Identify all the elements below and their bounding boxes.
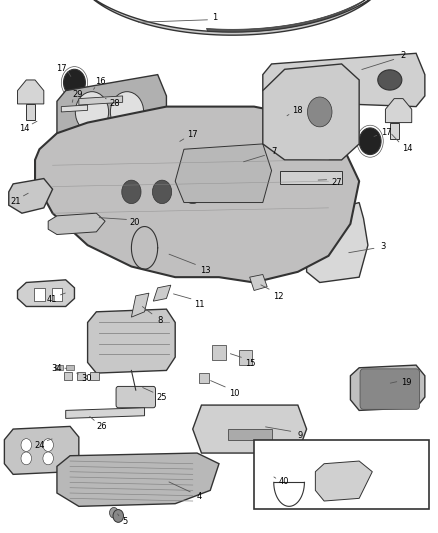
Text: 28: 28: [110, 100, 120, 108]
Circle shape: [64, 69, 85, 96]
Circle shape: [110, 92, 144, 132]
Polygon shape: [4, 426, 79, 474]
Text: 30: 30: [81, 374, 92, 383]
Polygon shape: [57, 75, 166, 155]
Polygon shape: [18, 280, 74, 306]
Polygon shape: [350, 365, 425, 410]
Polygon shape: [61, 105, 88, 112]
Polygon shape: [18, 80, 44, 104]
Bar: [55, 365, 63, 370]
Circle shape: [110, 507, 118, 518]
Polygon shape: [66, 0, 399, 35]
Text: 26: 26: [96, 422, 107, 431]
Text: 17: 17: [56, 64, 67, 72]
Polygon shape: [307, 203, 368, 282]
Text: 10: 10: [229, 389, 240, 398]
Circle shape: [152, 180, 172, 204]
Bar: [90, 372, 99, 380]
Polygon shape: [385, 99, 412, 123]
Text: 27: 27: [331, 178, 342, 187]
Text: 21: 21: [10, 197, 21, 206]
Text: 8: 8: [157, 317, 162, 325]
Circle shape: [75, 92, 109, 132]
Polygon shape: [315, 461, 372, 501]
FancyBboxPatch shape: [360, 369, 420, 409]
Text: 25: 25: [157, 393, 167, 401]
Circle shape: [122, 180, 141, 204]
Bar: [199, 373, 209, 383]
Bar: [52, 288, 62, 301]
Circle shape: [359, 128, 381, 155]
Polygon shape: [175, 144, 272, 203]
Polygon shape: [48, 213, 105, 235]
Text: 19: 19: [401, 378, 412, 387]
FancyBboxPatch shape: [116, 386, 155, 408]
Circle shape: [21, 439, 32, 451]
Circle shape: [43, 439, 53, 451]
Bar: [239, 350, 252, 365]
Text: 11: 11: [194, 301, 205, 309]
Polygon shape: [131, 293, 149, 317]
Text: 18: 18: [293, 107, 303, 115]
Polygon shape: [263, 53, 425, 107]
Polygon shape: [26, 104, 35, 120]
Circle shape: [183, 180, 202, 204]
Bar: [212, 345, 226, 360]
Polygon shape: [79, 96, 123, 105]
Circle shape: [164, 136, 186, 163]
Circle shape: [43, 452, 53, 465]
Text: 7: 7: [271, 148, 276, 156]
Text: 17: 17: [187, 130, 198, 139]
Text: 1: 1: [212, 13, 217, 21]
Ellipse shape: [378, 70, 402, 90]
Bar: [66, 365, 74, 370]
Polygon shape: [280, 171, 342, 184]
Text: 14: 14: [402, 144, 413, 152]
Bar: [254, 440, 429, 509]
Text: 12: 12: [273, 293, 283, 301]
Text: 5: 5: [122, 517, 127, 526]
Text: 14: 14: [19, 125, 29, 133]
Text: 9: 9: [297, 432, 303, 440]
Polygon shape: [206, 0, 378, 32]
Text: 40: 40: [279, 477, 289, 486]
Text: 15: 15: [245, 359, 256, 368]
Polygon shape: [193, 405, 307, 453]
Polygon shape: [88, 309, 175, 373]
Circle shape: [21, 452, 32, 465]
Polygon shape: [66, 408, 145, 418]
Polygon shape: [263, 64, 359, 160]
Bar: [34, 288, 45, 301]
Bar: [64, 372, 72, 380]
Circle shape: [307, 97, 332, 127]
Text: 24: 24: [34, 441, 45, 449]
Bar: [228, 429, 272, 440]
Text: 29: 29: [73, 91, 83, 99]
Text: 20: 20: [130, 219, 140, 227]
Text: 41: 41: [46, 295, 57, 304]
Polygon shape: [153, 285, 171, 301]
Polygon shape: [57, 453, 219, 506]
Bar: [77, 372, 85, 380]
Text: 16: 16: [95, 77, 106, 85]
Polygon shape: [250, 274, 267, 290]
Polygon shape: [9, 179, 53, 213]
Text: 34: 34: [52, 365, 62, 373]
Text: 4: 4: [197, 492, 202, 501]
Text: 2: 2: [400, 52, 406, 60]
Circle shape: [113, 510, 124, 522]
Polygon shape: [390, 123, 399, 139]
Text: 17: 17: [381, 128, 392, 136]
Polygon shape: [35, 107, 359, 282]
Text: 3: 3: [381, 242, 386, 251]
Text: 13: 13: [200, 266, 210, 275]
